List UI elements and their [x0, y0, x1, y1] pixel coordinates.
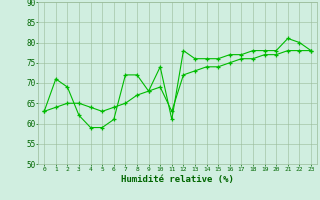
- X-axis label: Humidité relative (%): Humidité relative (%): [121, 175, 234, 184]
